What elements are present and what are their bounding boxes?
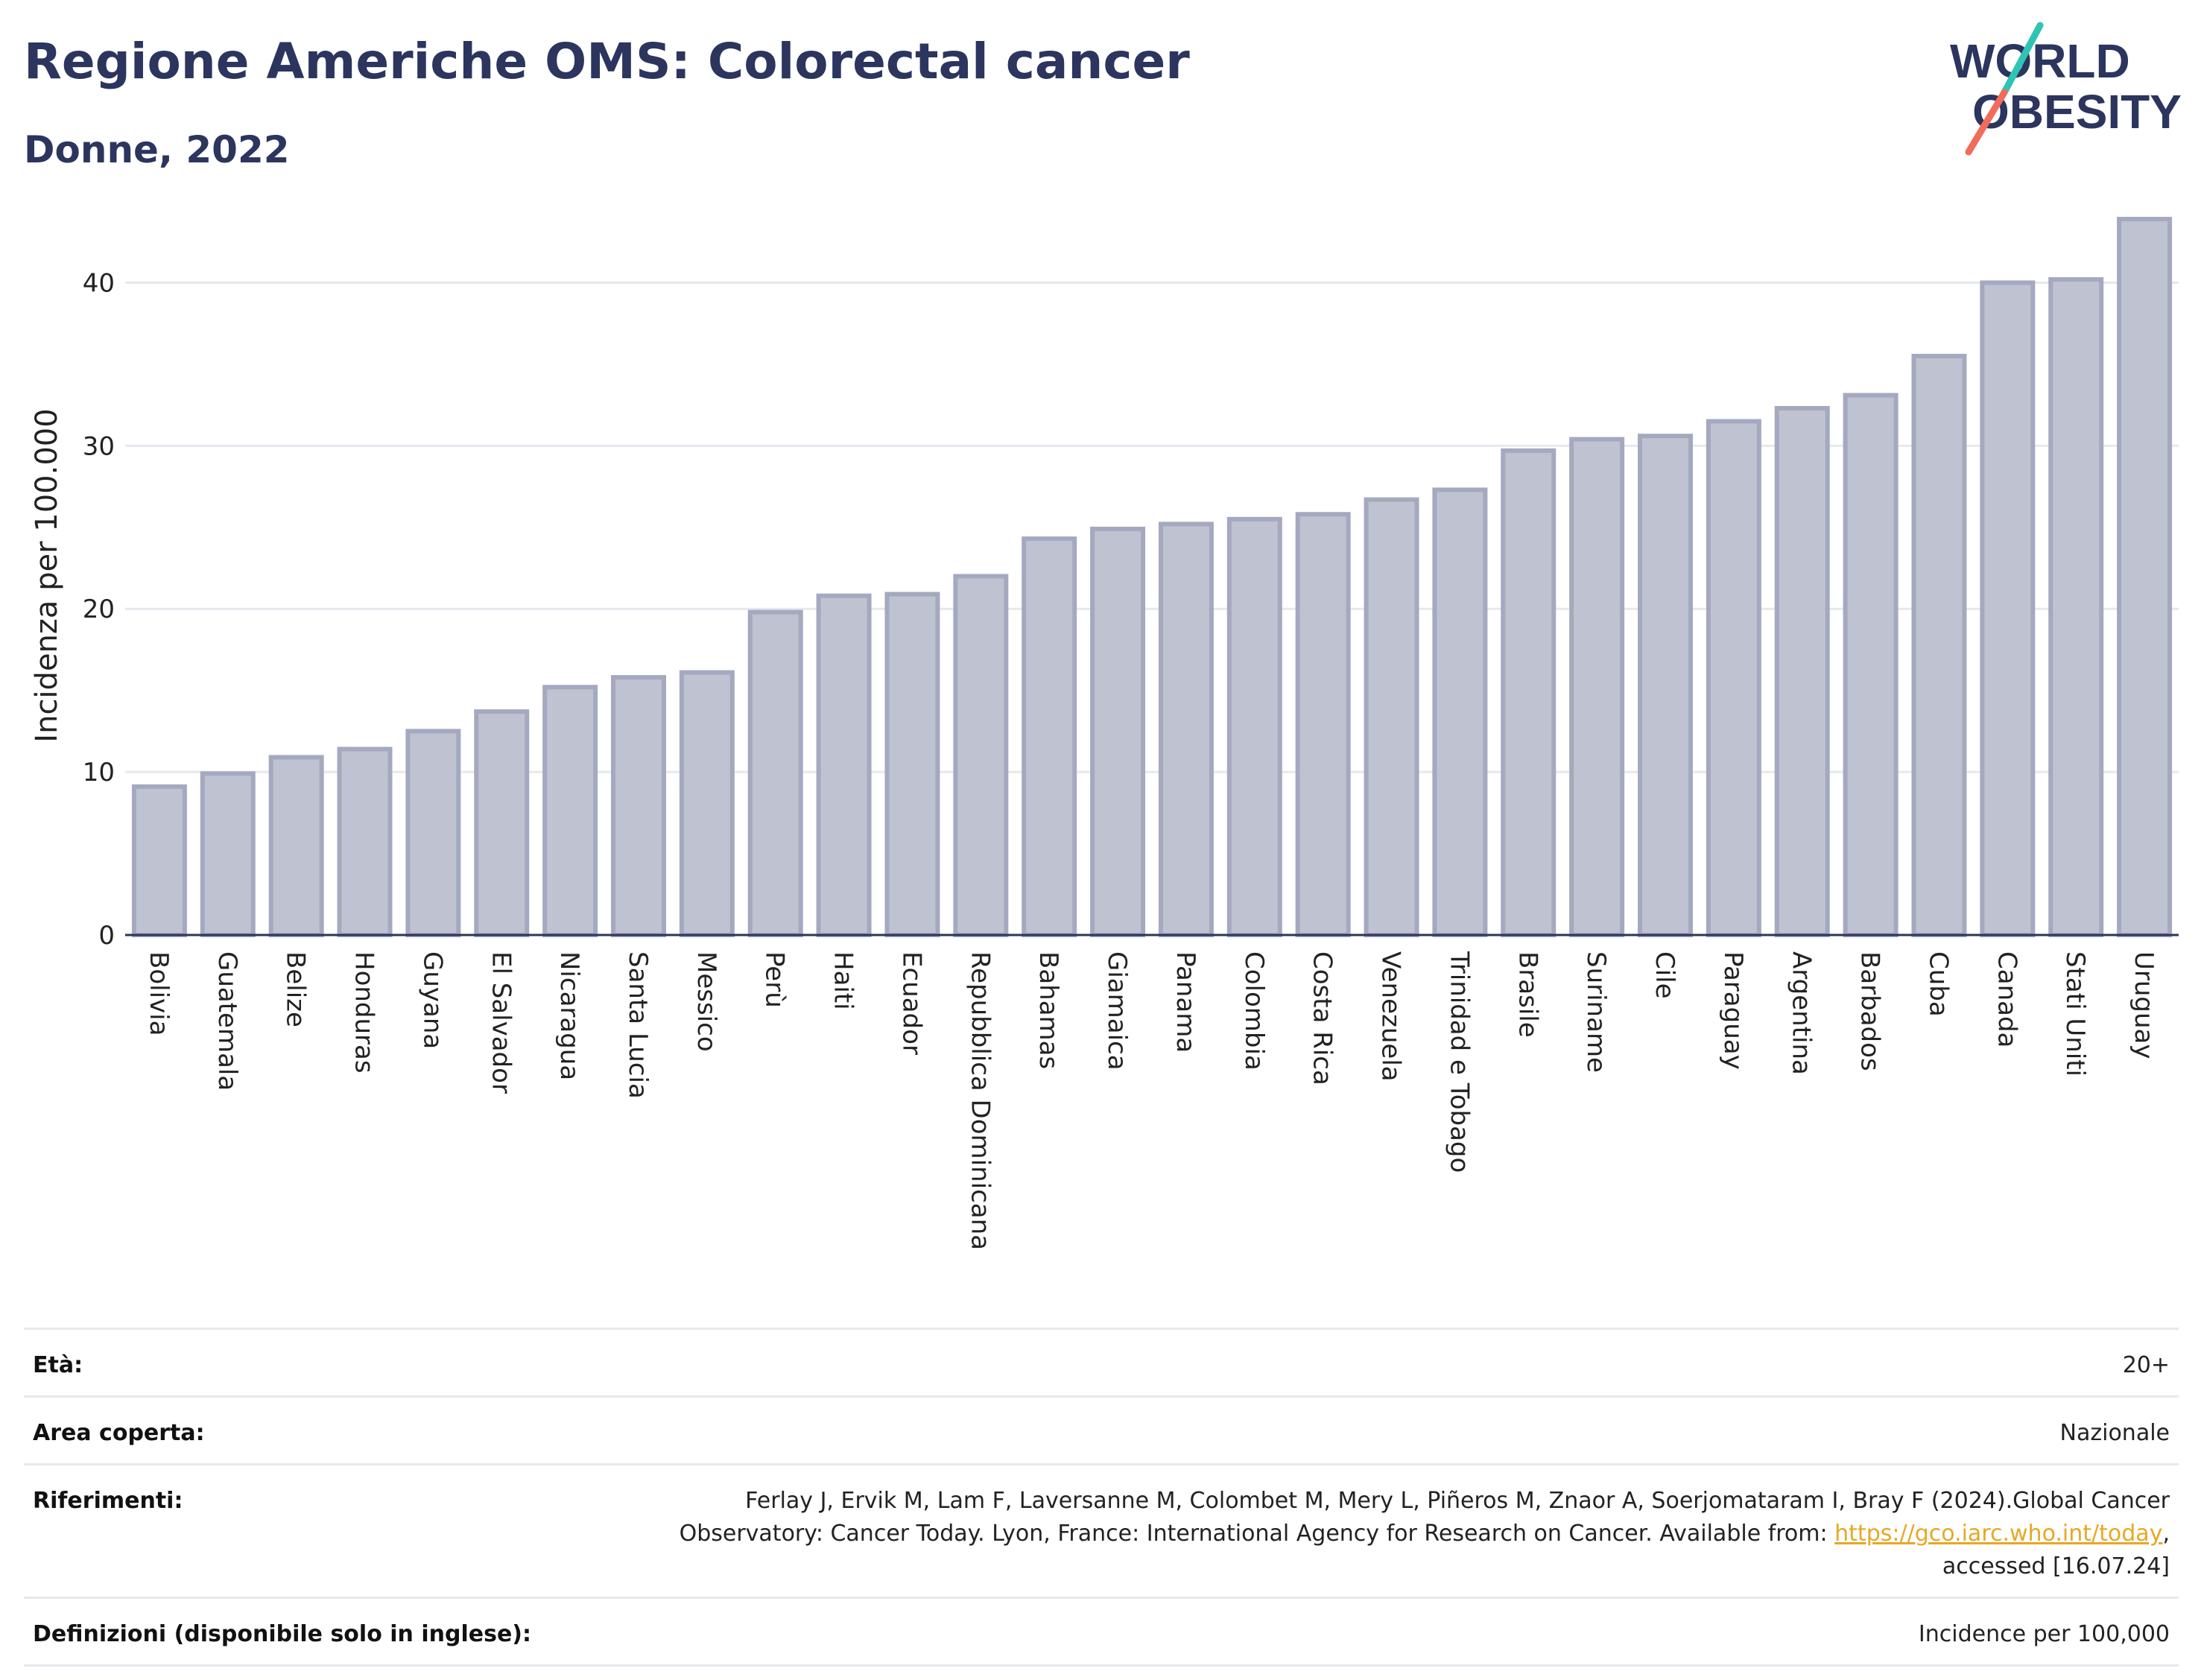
- bar[interactable]: [1980, 280, 2036, 937]
- x-tick-label: Ecuador: [896, 951, 926, 1055]
- bar[interactable]: [1364, 497, 1419, 937]
- x-tick-label: Uruguay: [2129, 951, 2159, 1059]
- x-tick-label: Trinidad e Tobago: [1444, 951, 1474, 1173]
- x-tick-label: Guatemala: [212, 951, 242, 1091]
- x-tick-label: Honduras: [349, 951, 379, 1074]
- x-tick-label: Cile: [1650, 951, 1679, 999]
- area-value: Nazionale: [2059, 1420, 2170, 1446]
- y-tick-label: 0: [98, 921, 115, 951]
- x-tick-label: Panama: [1171, 951, 1200, 1053]
- chart-title: Regione Americhe OMS: Colorectal cancer: [24, 33, 1190, 90]
- y-axis-title: Incidenza per 100.000: [30, 408, 64, 742]
- bar[interactable]: [1706, 419, 1761, 937]
- bar[interactable]: [200, 771, 256, 938]
- x-tick-label: Venezuela: [1376, 951, 1406, 1082]
- bar[interactable]: [131, 784, 187, 938]
- bar[interactable]: [1774, 405, 1830, 937]
- definitions-value: Incidence per 100,000: [1918, 1621, 2170, 1647]
- x-tick-label: Suriname: [1581, 951, 1611, 1073]
- bar[interactable]: [679, 670, 735, 937]
- bar[interactable]: [1638, 434, 1693, 937]
- bar[interactable]: [1501, 448, 1557, 937]
- x-tick-label: El Salvador: [486, 951, 516, 1094]
- x-tick-label: Bolivia: [144, 951, 174, 1036]
- definitions-label: Definizioni (disponibile solo in inglese…: [33, 1621, 531, 1647]
- references-label: Riferimenti:: [33, 1488, 183, 1514]
- bar[interactable]: [474, 709, 530, 937]
- x-tick-label: Haiti: [829, 951, 858, 1010]
- age-value: 20+: [2122, 1352, 2170, 1378]
- grid-layer: [125, 281, 2179, 773]
- x-tick-label: Colombia: [1239, 951, 1269, 1071]
- info-row-age: Età: 20+: [24, 1328, 2179, 1395]
- references-value: Ferlay J, Ervik M, Lam F, Laversanne M, …: [642, 1485, 2170, 1583]
- chart-subtitle: Donne, 2022: [24, 128, 290, 171]
- x-tick-label: Costa Rica: [1308, 951, 1337, 1085]
- logo-slash-top: [2001, 22, 2044, 96]
- x-tick-label: Repubblica Dominicana: [965, 951, 995, 1250]
- bar[interactable]: [1843, 393, 1899, 937]
- y-tick-label: 10: [83, 758, 115, 787]
- references-accessed: , accessed [16.07.24]: [1942, 1521, 2170, 1579]
- bar[interactable]: [2048, 277, 2104, 938]
- x-tick-label: Cuba: [1923, 951, 1953, 1017]
- x-tick-label: Belize: [281, 951, 311, 1027]
- x-tick-label: Paraguay: [1718, 951, 1748, 1070]
- logo-slash-bottom: [1965, 89, 2008, 156]
- x-tick-label: Argentina: [1787, 951, 1817, 1075]
- bars-layer: [131, 217, 2173, 938]
- info-row-definitions: Definizioni (disponibile solo in inglese…: [24, 1597, 2179, 1667]
- references-text: Ferlay J, Ervik M, Lam F, Laversanne M, …: [679, 1488, 2170, 1547]
- bar[interactable]: [884, 592, 940, 937]
- logo-text-world: WORLD: [1950, 34, 2130, 88]
- bar[interactable]: [1158, 522, 1214, 937]
- info-table: Età: 20+ Area coperta: Nazionale Riferim…: [24, 1328, 2179, 1667]
- bar[interactable]: [542, 685, 598, 937]
- x-tick-label: Nicaragua: [554, 951, 584, 1080]
- x-tick-label: Barbados: [1855, 951, 1885, 1071]
- x-tick-label: Perù: [760, 951, 790, 1008]
- bar[interactable]: [1569, 437, 1625, 937]
- bar[interactable]: [611, 675, 666, 938]
- x-tick-label: Messico: [691, 951, 721, 1052]
- references-link[interactable]: https://gco.iarc.who.int/today: [1834, 1521, 2163, 1547]
- bar[interactable]: [1090, 526, 1146, 937]
- x-tick-label: Canada: [1992, 951, 2021, 1047]
- x-tick-label: Guyana: [417, 951, 447, 1049]
- bar[interactable]: [2117, 217, 2173, 938]
- bar[interactable]: [405, 729, 461, 938]
- bar[interactable]: [337, 747, 393, 938]
- x-tick-label: Santa Lucia: [623, 951, 653, 1099]
- x-tick-label: Brasile: [1513, 951, 1542, 1038]
- x-tick-label: Stati Uniti: [2060, 951, 2090, 1077]
- x-tick-label: Bahamas: [1033, 951, 1063, 1069]
- bar[interactable]: [1911, 353, 1967, 937]
- bar-chart: 0 10 20 30 40 Incidenza per 100.000 Bolivia Gua…: [30, 217, 2179, 1250]
- bar[interactable]: [816, 593, 872, 937]
- y-tick-label: 40: [83, 268, 115, 298]
- area-label: Area coperta:: [33, 1420, 205, 1446]
- age-label: Età:: [33, 1352, 83, 1378]
- bar[interactable]: [1226, 516, 1282, 937]
- info-row-references: Riferimenti: Ferlay J, Ervik M, Lam F, L…: [24, 1463, 2179, 1597]
- info-row-area: Area coperta: Nazionale: [24, 1395, 2179, 1463]
- bar[interactable]: [1295, 512, 1351, 937]
- world-obesity-logo: WORLD OBESITY: [1950, 22, 2182, 156]
- bar[interactable]: [1432, 487, 1488, 937]
- y-tick-label: 30: [83, 431, 115, 461]
- bar[interactable]: [1022, 536, 1077, 937]
- y-tick-label: 20: [83, 595, 115, 624]
- bar[interactable]: [268, 755, 324, 938]
- axis-layer: 0 10 20 30 40 Incidenza per 100.000 Bolivia Gua…: [30, 268, 2179, 1250]
- bar[interactable]: [953, 574, 1009, 937]
- x-tick-label: Giamaica: [1102, 951, 1132, 1071]
- bar[interactable]: [747, 609, 803, 937]
